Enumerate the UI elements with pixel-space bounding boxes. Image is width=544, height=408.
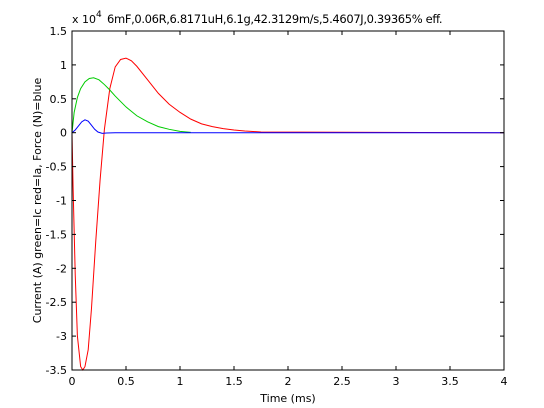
y-tick-label: 0.5 [50, 93, 68, 106]
y-tick-label: -2.5 [46, 296, 67, 309]
x-tick-label: 1 [177, 375, 184, 388]
x-tick-label: 2 [285, 375, 292, 388]
x-tick-label: 3 [393, 375, 400, 388]
y-multiplier: x 104 [72, 10, 102, 26]
x-tick-label: 3.5 [441, 375, 459, 388]
x-tick-label: 4 [501, 375, 508, 388]
y-tick-label: -2 [56, 262, 67, 275]
y-tick-label: 0 [60, 127, 67, 140]
series-line-1 [71, 77, 191, 133]
y-tick-label: -1 [56, 195, 67, 208]
chart-title: 6mF,0.06R,6.8171uH,6.1g,42.3129m/s,5.460… [107, 12, 442, 26]
y-tick-label: -0.5 [46, 161, 67, 174]
x-axis-label: Time (ms) [259, 392, 315, 405]
y-tick-label: -3 [56, 330, 67, 343]
y-multiplier-exponent: 4 [96, 10, 102, 20]
y-multiplier-base: x 10 [72, 13, 96, 26]
plot-area [72, 31, 504, 370]
y-tick-label: 1 [60, 59, 67, 72]
tick-layer: 0 0.5 1 1.5 2 2.5 3 3.5 4 -3.5 -3 -2.5 -2 -1.5 -1 -0.5 0… [46, 25, 508, 388]
x-tick-label: 1.5 [225, 375, 243, 388]
y-tick-label: -1.5 [46, 228, 67, 241]
x-tick-label: 0 [69, 375, 76, 388]
y-axis-label: Current (A) green=Ic red=Ia, Force (N)=b… [31, 78, 44, 324]
y-tick-label: 1.5 [50, 25, 68, 38]
y-tick-label: -3.5 [46, 364, 67, 377]
x-tick-label: 2.5 [333, 375, 351, 388]
x-tick-label: 0.5 [117, 375, 135, 388]
series-line-2 [71, 119, 504, 134]
